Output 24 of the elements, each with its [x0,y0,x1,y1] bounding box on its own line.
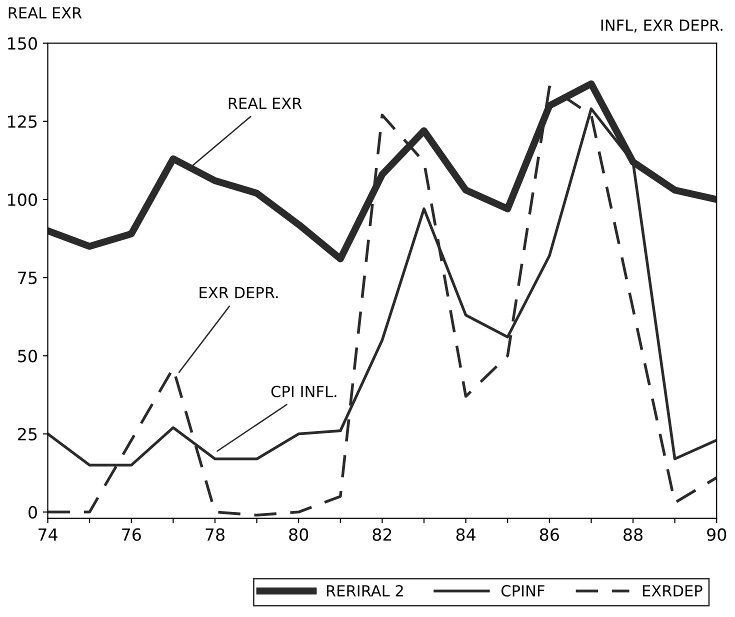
x-tick-label: 78 [206,528,224,541]
y-tick-label: 75 [18,272,37,284]
x-tick-label: 84 [456,528,476,541]
legend-label: RERIRAL 2 [326,585,403,596]
legend-label: EXRDEP [643,585,702,596]
y-tick-label: 100 [8,193,37,206]
annotation: CPI INFL. [271,386,336,398]
y-axis-title: REAL EXR [8,7,82,18]
y-tick-label: 0 [28,506,37,519]
x-tick-label: 80 [289,528,308,541]
y-tick-label: 50 [18,350,37,362]
x-tick-label: 86 [540,528,559,541]
y-tick-label: 25 [18,428,37,440]
y-tick-label: 150 [8,37,37,50]
x-tick-label: 74 [38,528,58,541]
annotation: REAL EXR [228,98,302,109]
annotation: EXR DEPR. [200,286,278,298]
x-tick-label: 76 [122,528,141,541]
x-tick-label: 88 [624,528,642,541]
y2-axis-title: INFL, EXR DEPR. [601,20,722,33]
legend-label: CPINF [502,585,544,597]
x-tick-label: 90 [707,528,726,541]
x-tick-label: 82 [372,528,392,541]
y-tick-label: 125 [8,115,37,128]
